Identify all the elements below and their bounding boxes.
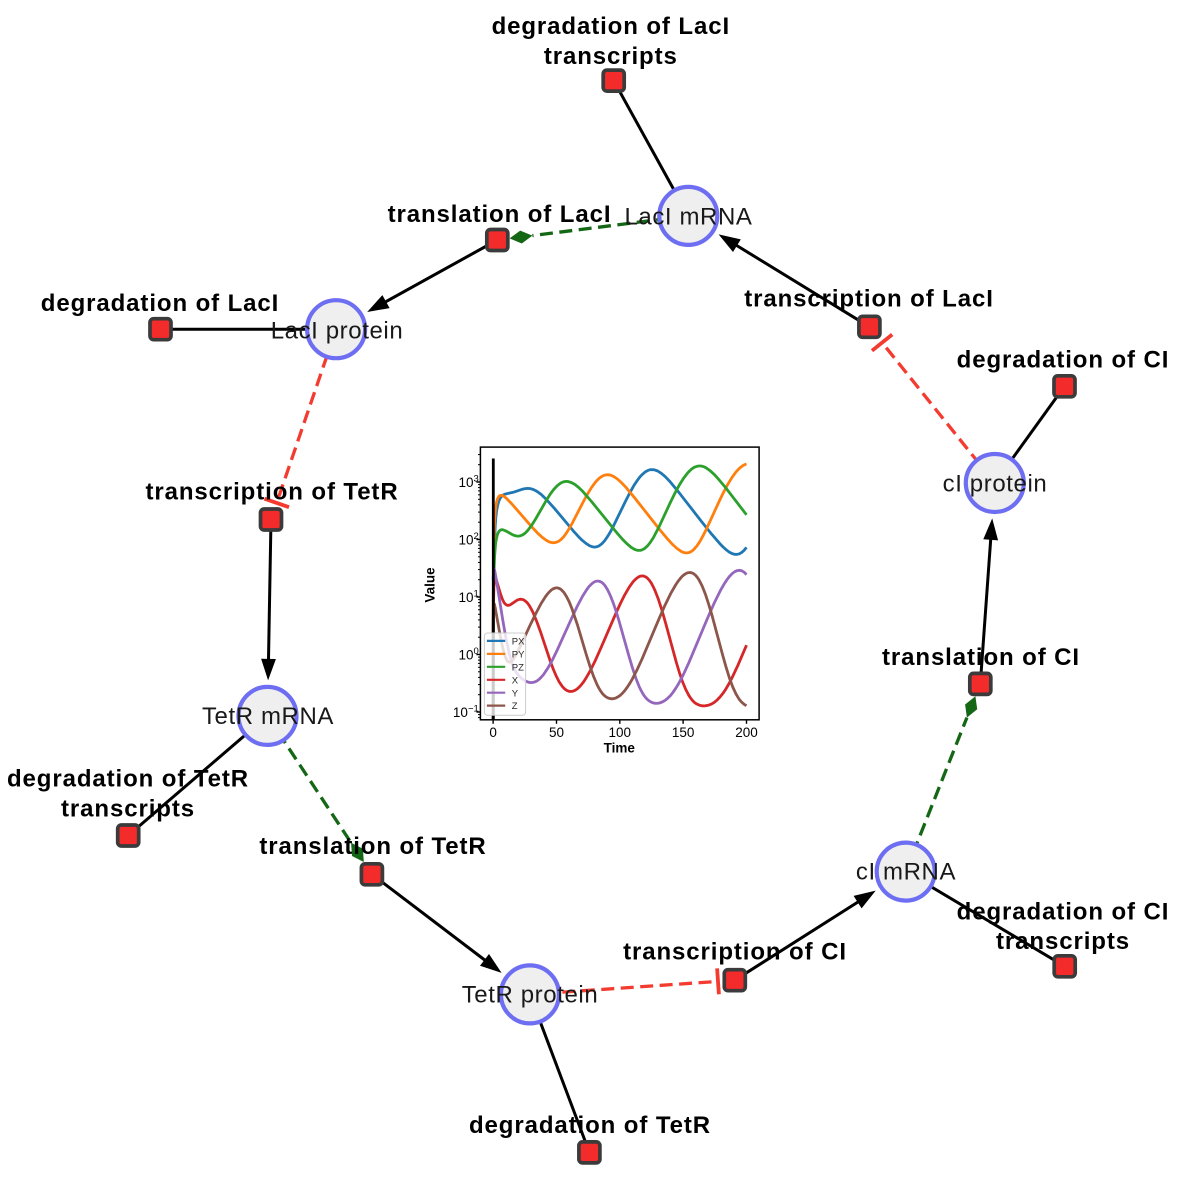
svg-text:degradation of TetR: degradation of TetR xyxy=(469,1112,711,1139)
svg-text:PY: PY xyxy=(512,650,525,661)
svg-text:cI mRNA: cI mRNA xyxy=(856,859,956,886)
svg-text:transcription of LacI: transcription of LacI xyxy=(744,286,994,313)
svg-text:degradation of TetR: degradation of TetR xyxy=(7,766,249,793)
svg-text:degradation of CI: degradation of CI xyxy=(957,347,1170,374)
svg-text:transcripts: transcripts xyxy=(61,796,195,823)
svg-text:100: 100 xyxy=(609,725,632,740)
svg-text:TetR mRNA: TetR mRNA xyxy=(202,703,334,730)
svg-text:LacI protein: LacI protein xyxy=(271,318,404,345)
svg-text:150: 150 xyxy=(672,725,695,740)
svg-text:translation of CI: translation of CI xyxy=(882,644,1080,671)
svg-text:200: 200 xyxy=(735,725,758,740)
svg-text:transcripts: transcripts xyxy=(544,43,678,70)
svg-text:cI protein: cI protein xyxy=(943,471,1048,498)
svg-text:0: 0 xyxy=(489,725,497,740)
svg-text:50: 50 xyxy=(549,725,564,740)
svg-text:transcription of TetR: transcription of TetR xyxy=(145,479,398,506)
svg-text:translation of TetR: translation of TetR xyxy=(259,833,486,860)
svg-text:Value: Value xyxy=(423,567,438,603)
svg-text:Y: Y xyxy=(512,688,519,699)
svg-text:PX: PX xyxy=(512,637,525,648)
svg-text:X: X xyxy=(512,675,519,686)
svg-text:Z: Z xyxy=(512,701,518,712)
svg-text:transcription of CI: transcription of CI xyxy=(623,939,847,966)
svg-text:transcripts: transcripts xyxy=(996,928,1130,955)
svg-text:LacI mRNA: LacI mRNA xyxy=(624,204,752,231)
svg-text:PZ: PZ xyxy=(512,662,524,673)
svg-text:degradation of CI: degradation of CI xyxy=(957,899,1170,926)
svg-text:degradation of LacI: degradation of LacI xyxy=(41,290,279,317)
svg-text:translation of LacI: translation of LacI xyxy=(388,201,612,228)
svg-text:degradation of LacI: degradation of LacI xyxy=(492,13,730,40)
svg-text:Time: Time xyxy=(604,740,636,755)
svg-text:TetR protein: TetR protein xyxy=(462,982,599,1009)
